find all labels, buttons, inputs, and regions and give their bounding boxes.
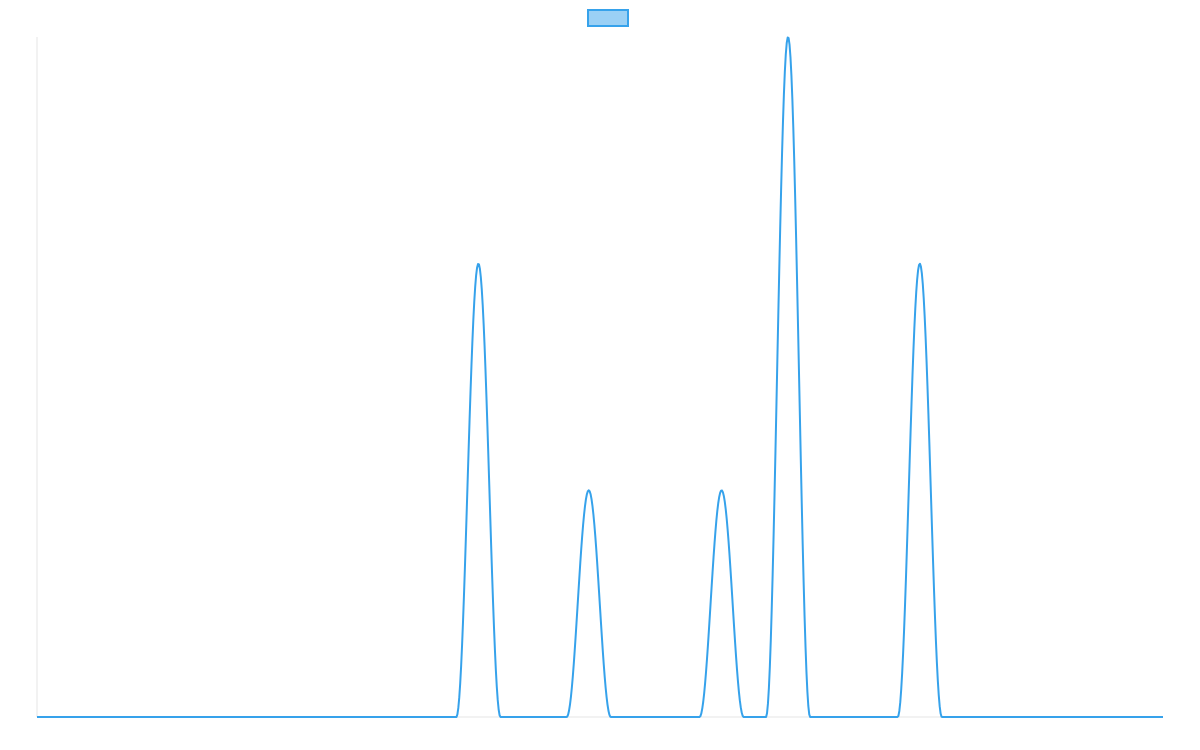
legend-swatch-0[interactable] bbox=[587, 9, 629, 27]
series-layer bbox=[36, 36, 1164, 718]
legend[interactable] bbox=[587, 9, 629, 27]
series-line-0 bbox=[36, 36, 1164, 718]
